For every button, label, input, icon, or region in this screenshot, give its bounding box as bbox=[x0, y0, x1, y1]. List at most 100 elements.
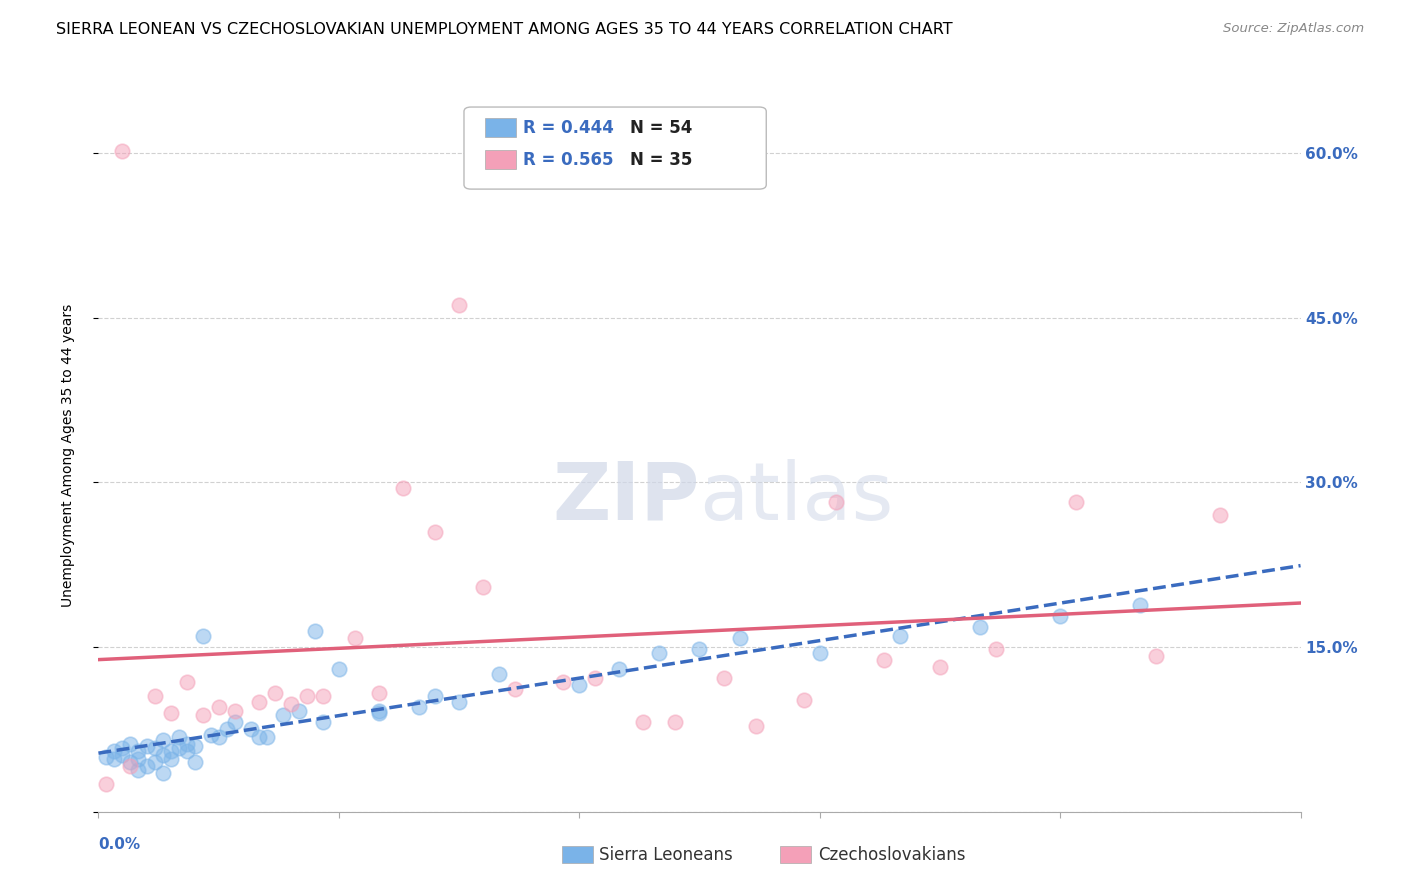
Point bbox=[728, 632, 751, 646]
Point bbox=[984, 642, 1007, 657]
Point bbox=[1049, 609, 1071, 624]
Point bbox=[143, 690, 166, 704]
Point bbox=[159, 744, 181, 758]
Point bbox=[689, 642, 711, 657]
Point bbox=[159, 752, 181, 766]
Point bbox=[873, 653, 896, 667]
Point bbox=[1209, 508, 1232, 523]
Point bbox=[191, 708, 214, 723]
Point bbox=[167, 741, 190, 756]
Point bbox=[256, 730, 278, 744]
Point bbox=[312, 690, 335, 704]
Point bbox=[143, 756, 166, 770]
Point bbox=[793, 692, 815, 706]
Point bbox=[664, 714, 686, 729]
Point bbox=[176, 737, 198, 751]
Point bbox=[713, 671, 735, 685]
Point bbox=[447, 695, 470, 709]
Point bbox=[96, 777, 118, 791]
Y-axis label: Unemployment Among Ages 35 to 44 years: Unemployment Among Ages 35 to 44 years bbox=[60, 303, 75, 607]
Point bbox=[128, 752, 150, 766]
Point bbox=[135, 739, 157, 753]
Point bbox=[328, 662, 350, 676]
Point bbox=[183, 756, 205, 770]
Point bbox=[224, 704, 246, 718]
Point bbox=[304, 624, 326, 638]
Point bbox=[744, 719, 766, 733]
Point bbox=[568, 678, 591, 692]
Text: atlas: atlas bbox=[700, 458, 894, 537]
Point bbox=[167, 730, 190, 744]
Text: Sierra Leoneans: Sierra Leoneans bbox=[599, 846, 733, 863]
Point bbox=[120, 756, 142, 770]
Point bbox=[263, 686, 285, 700]
Point bbox=[103, 752, 125, 766]
Text: 0.0%: 0.0% bbox=[98, 837, 141, 852]
Point bbox=[191, 629, 214, 643]
Point bbox=[583, 671, 606, 685]
Text: SIERRA LEONEAN VS CZECHOSLOVAKIAN UNEMPLOYMENT AMONG AGES 35 TO 44 YEARS CORRELA: SIERRA LEONEAN VS CZECHOSLOVAKIAN UNEMPL… bbox=[56, 22, 953, 37]
Point bbox=[143, 741, 166, 756]
Point bbox=[648, 646, 671, 660]
Point bbox=[824, 495, 846, 509]
Point bbox=[408, 700, 430, 714]
Point bbox=[111, 741, 134, 756]
Point bbox=[280, 697, 302, 711]
Point bbox=[368, 706, 391, 720]
Point bbox=[553, 675, 575, 690]
Point bbox=[120, 737, 142, 751]
Point bbox=[176, 744, 198, 758]
Point bbox=[488, 667, 510, 681]
Point bbox=[159, 706, 181, 720]
Point bbox=[103, 744, 125, 758]
Point bbox=[176, 675, 198, 690]
Point bbox=[288, 704, 311, 718]
Point bbox=[808, 646, 831, 660]
Point bbox=[152, 733, 174, 747]
Text: R = 0.565: R = 0.565 bbox=[523, 151, 626, 169]
Point bbox=[239, 723, 262, 737]
Text: N = 35: N = 35 bbox=[630, 151, 692, 169]
Point bbox=[1129, 599, 1152, 613]
Point bbox=[392, 481, 415, 495]
Text: N = 54: N = 54 bbox=[630, 119, 692, 136]
Point bbox=[447, 297, 470, 311]
Point bbox=[247, 695, 270, 709]
Point bbox=[128, 763, 150, 777]
Point bbox=[128, 744, 150, 758]
Point bbox=[503, 681, 526, 696]
Point bbox=[200, 728, 222, 742]
Point bbox=[152, 747, 174, 762]
Point bbox=[889, 629, 911, 643]
Point bbox=[312, 714, 335, 729]
Point bbox=[609, 662, 631, 676]
Point bbox=[96, 749, 118, 764]
Point bbox=[152, 766, 174, 780]
Point bbox=[111, 747, 134, 762]
Point bbox=[1064, 495, 1087, 509]
Point bbox=[423, 524, 446, 539]
Point bbox=[929, 660, 952, 674]
Point bbox=[295, 690, 318, 704]
Point bbox=[1144, 648, 1167, 663]
Text: R = 0.444: R = 0.444 bbox=[523, 119, 626, 136]
Point bbox=[120, 758, 142, 772]
Point bbox=[271, 708, 294, 723]
Point bbox=[135, 758, 157, 772]
Text: Source: ZipAtlas.com: Source: ZipAtlas.com bbox=[1223, 22, 1364, 36]
Point bbox=[215, 723, 238, 737]
Point bbox=[368, 704, 391, 718]
Point bbox=[208, 700, 231, 714]
Point bbox=[224, 714, 246, 729]
Text: ZIP: ZIP bbox=[553, 458, 700, 537]
Point bbox=[969, 620, 991, 634]
Point bbox=[111, 144, 134, 158]
Point bbox=[183, 739, 205, 753]
Point bbox=[208, 730, 231, 744]
Point bbox=[633, 714, 655, 729]
Point bbox=[423, 690, 446, 704]
Point bbox=[343, 632, 366, 646]
Point bbox=[247, 730, 270, 744]
Point bbox=[472, 580, 495, 594]
Text: Czechoslovakians: Czechoslovakians bbox=[818, 846, 966, 863]
